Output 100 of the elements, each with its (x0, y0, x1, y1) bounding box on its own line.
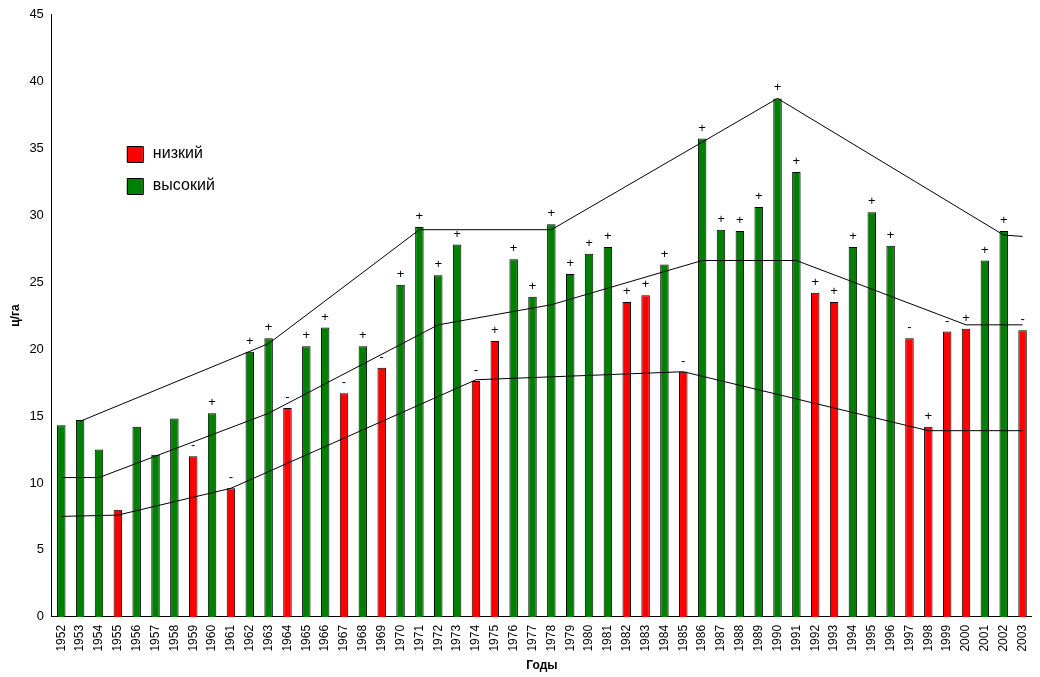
x-tick-label: 1986 (694, 624, 709, 652)
x-tick-label: 1988 (732, 624, 747, 652)
data-label: - (191, 437, 196, 453)
data-label: + (509, 240, 518, 256)
y-tick-label: 25 (29, 273, 44, 289)
data-label: - (681, 352, 686, 368)
x-tick-label: 1990 (769, 624, 784, 652)
x-tick-label: 1963 (260, 624, 275, 652)
data-label: + (208, 394, 216, 410)
data-label: + (849, 228, 857, 244)
x-tick-label: 1952 (53, 624, 68, 652)
x-tick-label: 1959 (185, 624, 200, 652)
x-tick-label: 1976 (505, 624, 520, 652)
data-label: - (907, 319, 912, 335)
data-label: + (359, 327, 367, 343)
x-tick-label: 1983 (637, 624, 652, 652)
data-label: - (945, 312, 950, 328)
data-label: + (981, 241, 989, 257)
y-tick-label: 10 (29, 474, 44, 490)
data-label: + (622, 283, 631, 299)
data-label: + (717, 210, 725, 226)
data-label: + (264, 319, 273, 335)
x-tick-label: 2002 (996, 624, 1011, 652)
data-label: + (962, 309, 970, 325)
data-label: - (341, 374, 347, 390)
data-label: + (830, 283, 838, 299)
data-label: + (491, 321, 499, 337)
x-tick-label: 2001 (977, 624, 992, 652)
x-tick-label: 1994 (845, 624, 860, 652)
x-tick-label: 1964 (279, 624, 294, 652)
y-tick-label: 45 (29, 5, 44, 21)
x-tick-label: 1984 (656, 624, 671, 652)
x-tick-label: 1991 (788, 624, 803, 652)
legend-label: низкий (152, 144, 203, 162)
x-tick-label: 1974 (468, 624, 483, 652)
x-tick-label: 1978 (543, 624, 558, 652)
x-tick-label: 1995 (864, 624, 879, 652)
data-label: + (754, 188, 763, 204)
data-label: - (1020, 311, 1025, 327)
x-tick-label: 1967 (336, 624, 351, 652)
y-tick-label: 5 (36, 541, 44, 557)
data-label: + (585, 234, 593, 250)
x-tick-label: 1985 (675, 624, 690, 652)
x-tick-label: 1968 (355, 624, 370, 652)
y-tick-label: 30 (29, 206, 44, 222)
data-label: + (453, 225, 461, 241)
data-label: + (867, 193, 876, 209)
y-tick-label: 35 (29, 139, 44, 155)
x-tick-label: 1975 (487, 624, 502, 652)
data-label: + (792, 153, 801, 169)
legend-label: высокий (152, 176, 215, 194)
data-label: + (245, 332, 254, 348)
data-label: - (379, 348, 384, 364)
x-tick-label: 1961 (223, 624, 238, 652)
x-tick-label: 1965 (298, 624, 313, 652)
x-tick-label: 1960 (204, 624, 219, 652)
data-label: + (773, 79, 782, 95)
data-label: + (604, 228, 612, 244)
data-label: + (660, 245, 669, 261)
x-tick-label: 1998 (920, 624, 935, 652)
x-tick-label: 1981 (600, 624, 615, 652)
x-tick-label: 1996 (882, 624, 897, 652)
x-tick-label: 1962 (242, 624, 257, 652)
x-tick-label: 1992 (807, 624, 822, 652)
x-tick-label: 1982 (619, 624, 634, 652)
data-label: + (924, 407, 933, 423)
x-tick-label: 1972 (430, 624, 445, 652)
data-label: + (396, 265, 405, 281)
x-tick-label: 1953 (72, 624, 87, 652)
data-label: - (285, 388, 290, 404)
x-tick-label: 1977 (524, 624, 539, 652)
x-tick-label: 1980 (581, 624, 596, 652)
x-tick-label: 1993 (826, 624, 841, 652)
x-tick-label: 1958 (166, 624, 181, 652)
data-label: + (321, 308, 329, 324)
data-label: + (434, 256, 443, 272)
x-tick-label: 1966 (317, 624, 332, 652)
x-tick-label: 2003 (1014, 624, 1029, 652)
y-tick-label: 40 (29, 72, 44, 88)
x-tick-label: 1970 (392, 624, 407, 652)
x-tick-label: 1956 (128, 624, 143, 652)
x-axis-title: Годы (526, 658, 558, 673)
data-label: + (811, 273, 820, 289)
x-tick-label: 1999 (939, 624, 954, 652)
data-label: + (547, 205, 556, 221)
y-tick-label: 15 (29, 407, 44, 423)
data-label: + (698, 119, 706, 135)
data-label: + (999, 212, 1008, 228)
x-tick-label: 1971 (411, 624, 426, 652)
x-tick-label: 1997 (901, 624, 916, 652)
data-label: + (302, 327, 311, 343)
x-tick-label: 1989 (750, 624, 765, 652)
y-tick-label: 20 (29, 340, 44, 356)
x-tick-label: 1955 (110, 624, 125, 652)
data-label: - (473, 362, 479, 378)
x-tick-label: 1987 (713, 624, 728, 652)
y-axis-title: ц/га (7, 303, 22, 327)
data-label: + (415, 208, 424, 224)
x-tick-label: 1954 (91, 624, 106, 652)
x-tick-label: 1979 (562, 624, 577, 652)
